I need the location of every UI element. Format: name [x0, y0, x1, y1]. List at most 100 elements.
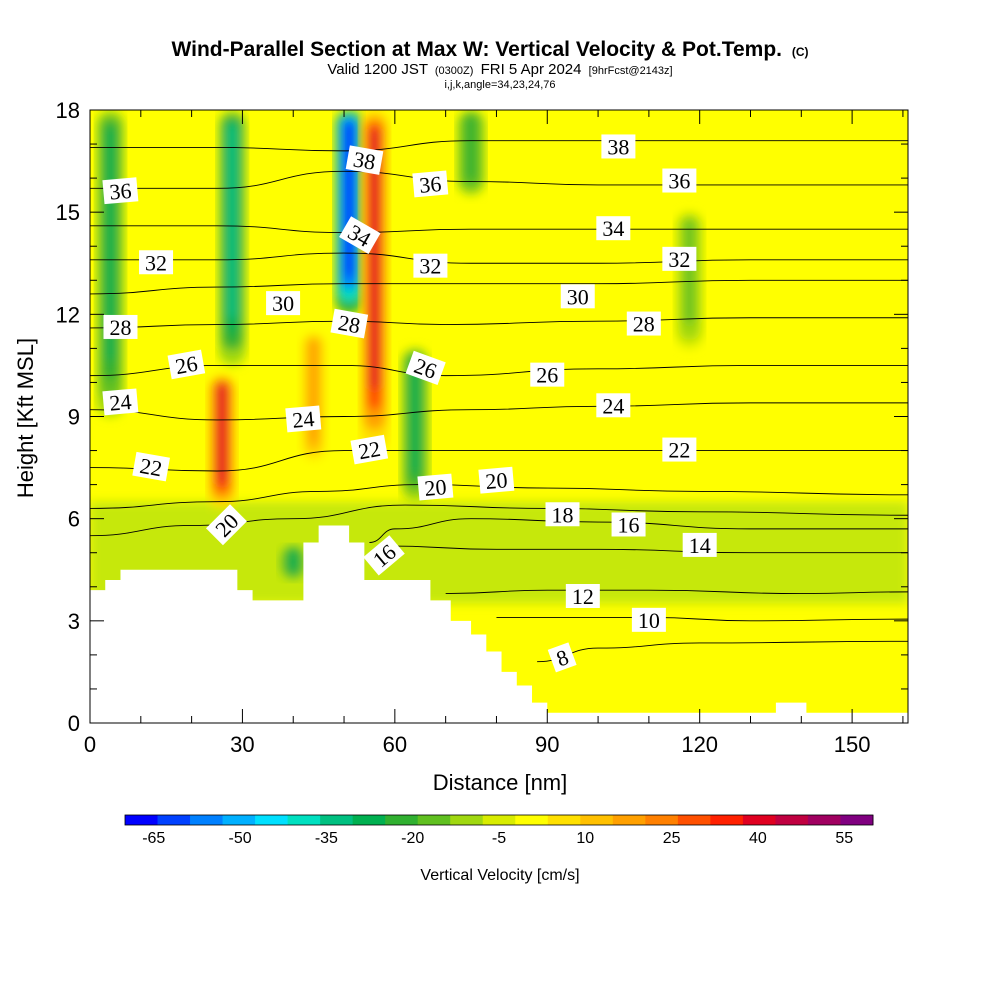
contour-label: 12: [565, 583, 600, 609]
contour-label: 24: [596, 393, 631, 418]
theta-contour-22: [90, 450, 908, 472]
contour-label-text: 22: [356, 436, 382, 464]
chart-title: Wind-Parallel Section at Max W: Vertical…: [171, 38, 808, 91]
theta-contour-28: [90, 317, 908, 329]
x-tick-label: 90: [535, 732, 559, 757]
contour-label-bg: [205, 504, 247, 546]
updraft-band: [208, 375, 237, 509]
contour-label-bg: [478, 466, 515, 494]
colorbar-swatch: [385, 815, 419, 825]
contour-label-text: 14: [689, 533, 711, 558]
downdraft-band: [457, 110, 486, 196]
colorbar-swatch: [157, 815, 191, 825]
contour-label-bg: [545, 502, 580, 527]
y-tick-label: 18: [56, 98, 80, 123]
contour-label-bg: [662, 168, 697, 193]
theta-contour-24: [90, 402, 908, 421]
colorbar-label: Vertical Velocity [cm/s]: [420, 867, 579, 884]
contour-label-bg: [285, 405, 322, 433]
contour-label-text: 34: [602, 216, 624, 241]
contour-label: 14: [682, 532, 717, 558]
title-suffix: (C): [792, 45, 809, 59]
contour-label-bg: [266, 291, 301, 316]
valid-date: FRI 5 Apr 2024: [481, 61, 582, 78]
contour-label-text: 36: [108, 178, 132, 205]
contour-label-text: 26: [173, 351, 199, 379]
contour-label: 22: [350, 434, 389, 465]
theta-contour-34: [90, 225, 908, 234]
axis-ticks: [89, 109, 908, 724]
colorbar-swatch: [612, 815, 646, 825]
contour-label: 22: [132, 451, 170, 482]
contour-label: 38: [345, 145, 384, 175]
contour-label-text: 38: [607, 134, 629, 159]
contour-label: 32: [413, 253, 448, 279]
contour-label-bg: [405, 350, 446, 385]
downdraft-band: [675, 212, 704, 349]
contour-label-text: 22: [138, 453, 164, 481]
contour-label: 16: [611, 512, 646, 537]
contour-label-bg: [601, 134, 636, 159]
colorbar-tick-label: -5: [492, 830, 506, 847]
contour-label: 26: [167, 349, 206, 380]
y-tick-label: 12: [56, 302, 80, 327]
contour-label-bg: [565, 583, 600, 608]
colorbar-swatch: [840, 815, 874, 825]
contour-label-bg: [102, 177, 139, 205]
contour-label-bg: [631, 607, 666, 632]
contour-label: 30: [266, 291, 301, 316]
colorbar-tick-label: -65: [142, 830, 165, 847]
contour-label-bg: [345, 145, 384, 175]
y-tick-label: 15: [56, 200, 80, 225]
contour-label-text: 28: [633, 312, 655, 337]
colorbar-swatch: [742, 815, 776, 825]
colorbar-tick-label: 55: [835, 830, 853, 847]
x-tick-label: 60: [383, 732, 407, 757]
x-tick-label: 30: [230, 732, 254, 757]
theta-contour-32: [90, 252, 908, 264]
contour-label-bg: [596, 393, 631, 418]
contour-label: 34: [596, 216, 631, 241]
contour-label-text: 20: [423, 474, 447, 501]
x-tick-label: 0: [84, 732, 96, 757]
contour-label-bg: [132, 451, 170, 482]
contour-label: 8: [547, 642, 577, 673]
contour-label: 24: [102, 388, 139, 416]
contour-label-text: 24: [291, 406, 315, 433]
colorbar-swatch: [450, 815, 484, 825]
colorbar-swatch: [417, 815, 451, 825]
y-tick-label: 9: [68, 405, 80, 430]
updraft-band: [360, 110, 389, 451]
contour-label-text: 28: [109, 315, 131, 340]
y-axis-label: Height [Kft MSL]: [13, 338, 38, 498]
contour-label: 32: [139, 250, 174, 275]
contour-label-text: 28: [336, 310, 362, 338]
updraft-band: [299, 331, 328, 468]
contour-label-text: 24: [108, 389, 132, 416]
contour-label-bg: [412, 170, 449, 198]
contour-label-text: 30: [567, 284, 589, 309]
contour-label-text: 20: [484, 467, 508, 494]
contour-label-bg: [662, 246, 697, 271]
y-tick-label: 0: [68, 711, 80, 736]
colorbar-swatch: [125, 815, 159, 825]
colorbar-tick-label: 10: [576, 830, 594, 847]
contour-label-bg: [417, 473, 454, 501]
contour-label-bg: [682, 532, 717, 557]
colorbar-tick-label: 40: [749, 830, 767, 847]
contour-label-bg: [167, 349, 206, 380]
updraft-band-layer: [217, 382, 227, 485]
theta-contour-10: [496, 616, 908, 622]
colorbar-swatch: [515, 815, 549, 825]
colorbar: [124, 814, 874, 826]
colorbar-swatch: [222, 815, 256, 825]
svg-text:Wind-Parallel Section at Max W: Wind-Parallel Section at Max W: Vertical…: [171, 38, 808, 61]
downdraft-band-layer: [344, 121, 354, 278]
contour-label-bg: [530, 362, 565, 387]
contour-label-text: 18: [552, 502, 574, 527]
valid-prefix: Valid 1200 JST: [327, 61, 427, 78]
colorbar-frame: [124, 814, 874, 826]
contour-label: 36: [412, 170, 449, 198]
downdraft-band: [218, 110, 247, 366]
